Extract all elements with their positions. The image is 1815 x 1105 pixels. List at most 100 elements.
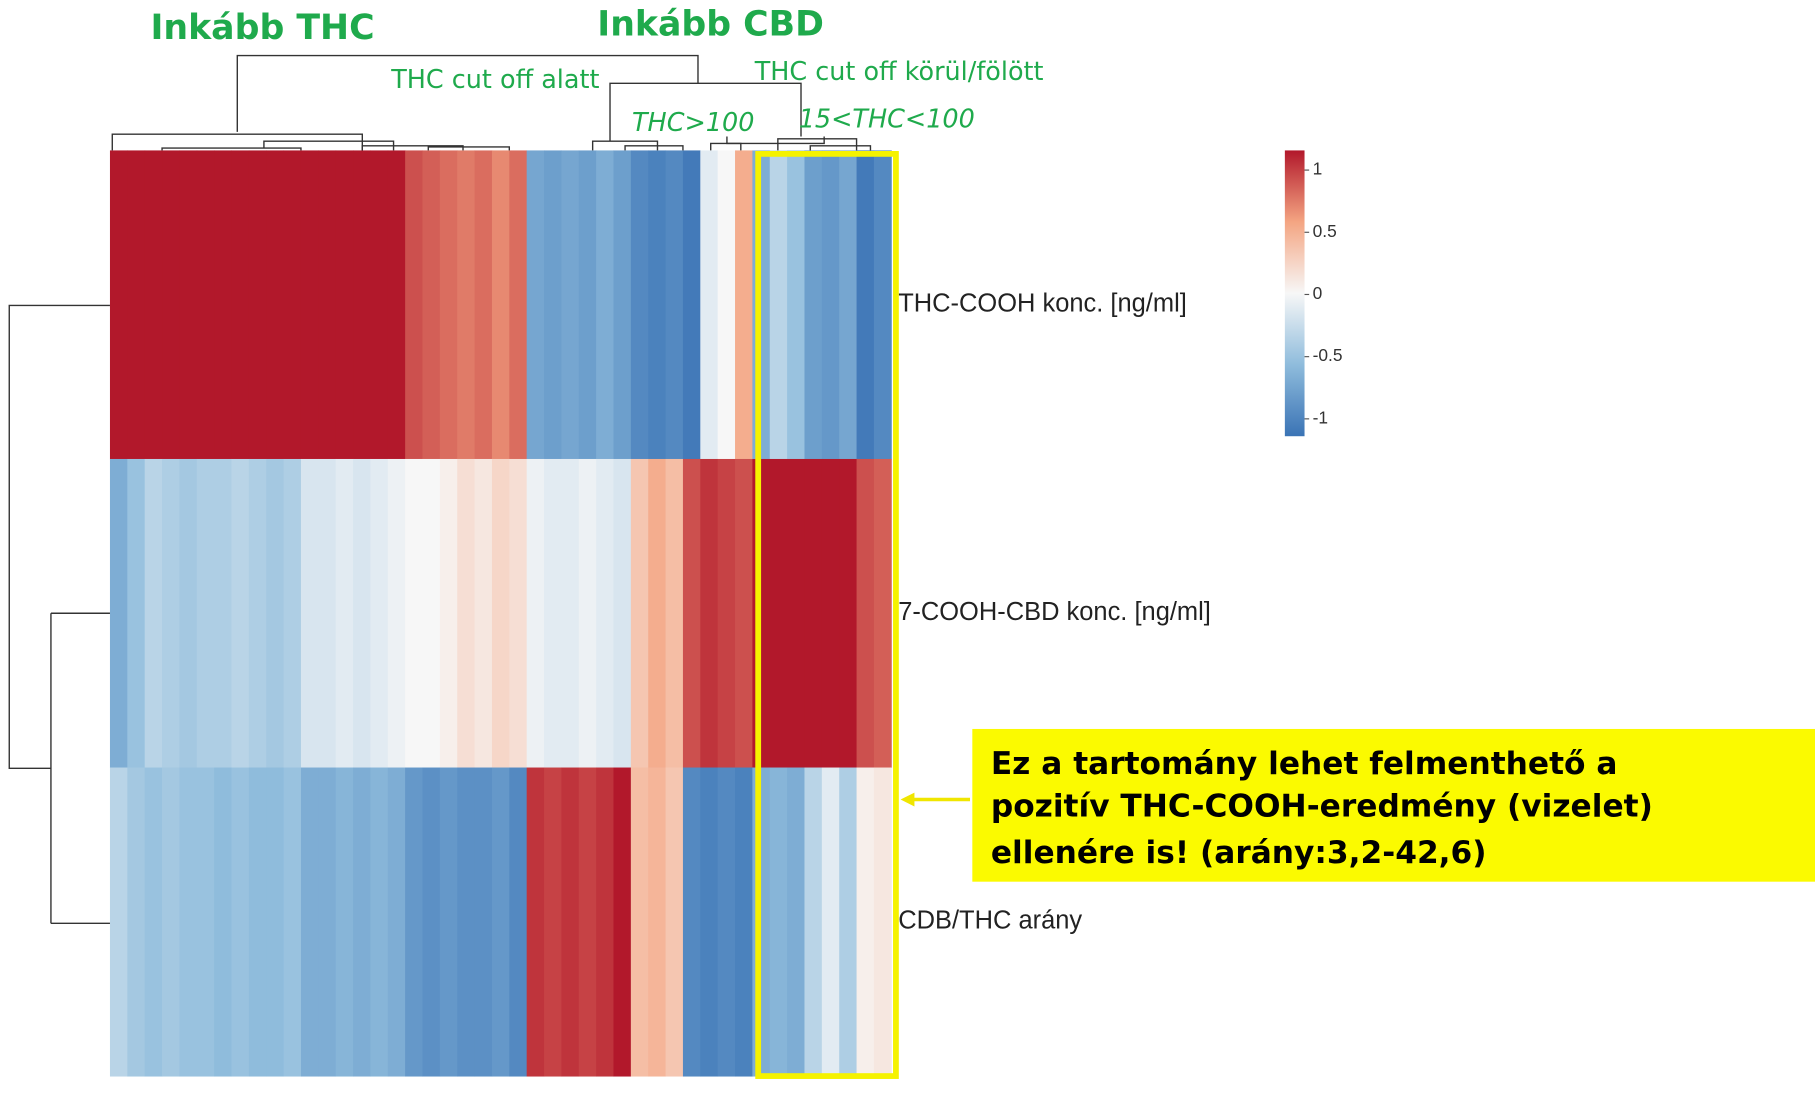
- heatmap-cell: [439, 767, 458, 1077]
- heatmap-cell: [752, 458, 771, 768]
- heatmap-cell: [700, 150, 719, 460]
- heatmap-cell: [353, 767, 371, 1077]
- heatmap-cell: [769, 458, 788, 768]
- heatmap-cell: [648, 767, 667, 1077]
- heatmap-cell: [856, 150, 875, 460]
- colorbar-tick-label: -1: [1313, 407, 1328, 427]
- heatmap-cell: [873, 458, 892, 768]
- heatmap-cell: [370, 150, 389, 460]
- colorbar: [1284, 150, 1305, 437]
- row-label: THC-COOH konc. [ng/ml]: [898, 289, 1187, 317]
- heatmap-cell: [179, 150, 198, 460]
- colorbar-tick-label: 0: [1313, 283, 1323, 303]
- heatmap-cell: [561, 767, 580, 1077]
- heatmap-cell: [787, 767, 805, 1077]
- heatmap-cell: [283, 767, 302, 1077]
- heatmap-cell: [856, 458, 875, 768]
- heatmap-cell: [491, 458, 510, 768]
- heatmap-cell: [318, 458, 337, 768]
- heatmap-cell: [804, 767, 823, 1077]
- heatmap-cell: [526, 767, 545, 1077]
- heatmap-cell: [787, 458, 805, 768]
- heatmap-cell: [248, 458, 267, 768]
- heatmap-cell: [717, 150, 736, 460]
- callout-box: [972, 728, 1815, 882]
- heatmap-cell: [596, 150, 614, 460]
- callout-arrowhead: [900, 792, 915, 807]
- colorbar-tick-label: 1: [1313, 159, 1323, 179]
- heatmap-cell: [613, 458, 632, 768]
- heatmap-cell: [405, 150, 423, 460]
- heatmap-cell: [665, 458, 684, 768]
- heatmap-cell: [578, 150, 597, 460]
- heatmap-cell: [231, 458, 250, 768]
- heatmap-cell: [613, 767, 632, 1077]
- heatmap-cell: [700, 458, 719, 768]
- heatmap-cell: [283, 458, 302, 768]
- heatmap-cell: [353, 458, 371, 768]
- annotation: THC cut off körül/fölött: [754, 57, 1044, 87]
- heatmap-cell: [665, 150, 684, 460]
- heatmap-cell: [196, 458, 215, 768]
- heatmap-cell: [318, 767, 337, 1077]
- highlight-box: [755, 150, 899, 1079]
- heatmap-cell: [769, 767, 788, 1077]
- heatmap-cell: [474, 150, 493, 460]
- heatmap-cell: [717, 458, 736, 768]
- heatmap-cell: [457, 767, 476, 1077]
- heatmap-cell: [509, 767, 528, 1077]
- heatmap-cell: [700, 767, 719, 1077]
- heatmap-cell: [491, 767, 510, 1077]
- heatmap-cell: [561, 150, 580, 460]
- heatmap-cell: [422, 150, 441, 460]
- heatmap-cell: [839, 767, 858, 1077]
- heatmap-cell: [769, 150, 788, 460]
- heatmap-cell: [821, 458, 840, 768]
- heatmap-cell: [179, 458, 198, 768]
- heatmap-cell: [682, 458, 701, 768]
- heatmap-cell: [335, 767, 354, 1077]
- heatmap-cell: [509, 150, 528, 460]
- heatmap-cell: [422, 458, 441, 768]
- heatmap-cell: [405, 458, 423, 768]
- heatmap-cells: [109, 150, 892, 1077]
- heatmap-cell: [821, 767, 840, 1077]
- heatmap-cell: [405, 767, 423, 1077]
- heatmap-cell: [735, 767, 753, 1077]
- heatmap-cell: [266, 150, 285, 460]
- callout-text: pozitív THC-COOH-eredmény (vizelet): [991, 789, 1653, 825]
- heatmap-cell: [873, 767, 892, 1077]
- heatmap-cell: [387, 150, 406, 460]
- heatmap-cell: [856, 767, 875, 1077]
- heatmap-cell: [109, 150, 128, 460]
- heatmap-cell: [335, 150, 354, 460]
- heatmap-cell: [596, 458, 614, 768]
- heatmap-cell: [821, 150, 840, 460]
- heatmap-cell: [578, 767, 597, 1077]
- annotation: Inkább THC: [150, 8, 374, 48]
- heatmap-cell: [752, 767, 771, 1077]
- heatmap-cell: [648, 458, 667, 768]
- heatmap-cell: [162, 767, 180, 1077]
- heatmap-cell: [457, 458, 476, 768]
- heatmap-cell: [804, 458, 823, 768]
- heatmap-cell: [300, 150, 319, 460]
- heatmap-cell: [561, 458, 580, 768]
- heatmap-cell: [648, 150, 667, 460]
- annotation: THC>100: [632, 108, 754, 138]
- heatmap-cell: [839, 150, 858, 460]
- callout-text: Ez a tartomány lehet felmenthető a: [991, 746, 1618, 782]
- heatmap-cell: [127, 767, 146, 1077]
- heatmap-cell: [196, 150, 215, 460]
- heatmap-cell: [335, 458, 354, 768]
- heatmap-cell: [682, 767, 701, 1077]
- heatmap-cell: [144, 767, 163, 1077]
- heatmap-cell: [526, 458, 545, 768]
- row-label: CDB/THC arány: [898, 907, 1082, 935]
- heatmap-cell: [387, 767, 406, 1077]
- heatmap-cell: [544, 458, 562, 768]
- heatmap-cell: [109, 767, 128, 1077]
- heatmap-cell: [735, 458, 753, 768]
